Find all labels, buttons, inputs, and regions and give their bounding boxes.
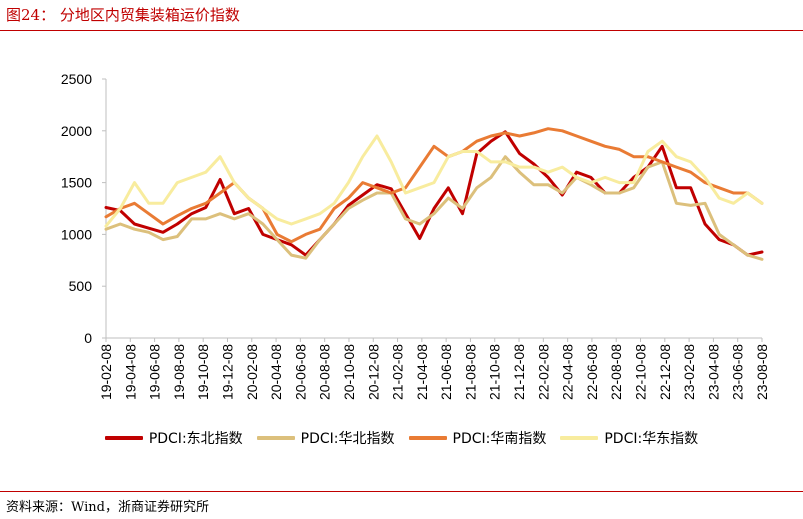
x-tick-label: 22-02-08 (535, 344, 551, 400)
x-tick-label: 20-10-08 (341, 344, 357, 400)
x-tick-label: 21-08-08 (462, 344, 478, 400)
x-tick-label: 20-08-08 (317, 344, 333, 400)
chart-axes: 0 500 1000 1500 2000 2500 19-02-08 19-04-08 19-0… (61, 71, 770, 400)
x-tick-label: 20-02-08 (244, 344, 260, 400)
y-tick-label: 2000 (61, 123, 92, 139)
legend-swatch (256, 436, 295, 440)
y-tick-label: 1000 (61, 226, 92, 242)
y-tick-label: 2500 (61, 71, 92, 87)
x-tick-label: 22-08-08 (608, 344, 624, 400)
legend-item-0: PDCI:东北指数 (104, 428, 243, 448)
x-tick-label: 23-08-08 (754, 344, 770, 400)
legend-swatch (104, 436, 143, 440)
source-rule (0, 491, 803, 492)
series-line-0 (104, 130, 764, 257)
title-rule (0, 30, 803, 31)
series-line-2 (104, 127, 764, 244)
x-tick-label: 23-06-08 (730, 344, 746, 400)
x-tick-label: 21-02-08 (390, 344, 406, 400)
legend-label: PDCI:华东指数 (604, 431, 699, 447)
x-tick-label: 23-04-08 (705, 344, 721, 400)
x-tick-label: 22-04-08 (560, 344, 576, 400)
source-note: 资料来源：Wind，浙商证券研究所 (6, 500, 209, 515)
chart-legend: PDCI:东北指数 PDCI:华北指数 PDCI:华南指数 PDCI:华东指数 (0, 428, 803, 448)
x-tick-label: 19-02-08 (98, 344, 114, 400)
x-tick-label: 21-06-08 (438, 344, 454, 400)
x-tick-label: 21-10-08 (487, 344, 503, 400)
legend-swatch (408, 436, 447, 440)
series-line-1 (104, 155, 764, 261)
x-tick-label: 21-04-08 (414, 344, 430, 400)
x-tick-label: 19-08-08 (171, 344, 187, 400)
x-tick-label: 20-04-08 (268, 344, 284, 400)
x-tick-label: 22-12-08 (657, 344, 673, 400)
series-line-3 (104, 134, 764, 228)
chart-lines (104, 127, 764, 261)
legend-label: PDCI:华北指数 (300, 431, 395, 447)
x-tick-label: 20-06-08 (292, 344, 308, 400)
legend-swatch (560, 436, 599, 440)
figure-title: 图24： 分地区内贸集装箱运价指数 (6, 6, 240, 24)
x-tick-label: 22-06-08 (584, 344, 600, 400)
y-tick-label: 1500 (61, 175, 92, 191)
x-tick-label: 23-02-08 (681, 344, 697, 400)
legend-label: PDCI:东北指数 (148, 431, 243, 447)
y-tick-label: 500 (69, 278, 93, 294)
x-tick-label: 19-06-08 (147, 344, 163, 400)
y-tick-label: 0 (84, 330, 92, 346)
legend-item-3: PDCI:华东指数 (560, 428, 698, 448)
x-tick-label: 19-12-08 (219, 344, 235, 400)
legend-item-2: PDCI:华南指数 (408, 428, 547, 448)
x-tick-label: 21-12-08 (511, 344, 527, 400)
x-tick-label: 20-12-08 (365, 344, 381, 400)
x-tick-label: 22-10-08 (633, 344, 649, 400)
x-tick-label: 19-04-08 (122, 344, 138, 400)
legend-item-1: PDCI:华北指数 (256, 428, 395, 448)
x-tick-label: 19-10-08 (195, 344, 211, 400)
legend-label: PDCI:华南指数 (452, 431, 547, 447)
